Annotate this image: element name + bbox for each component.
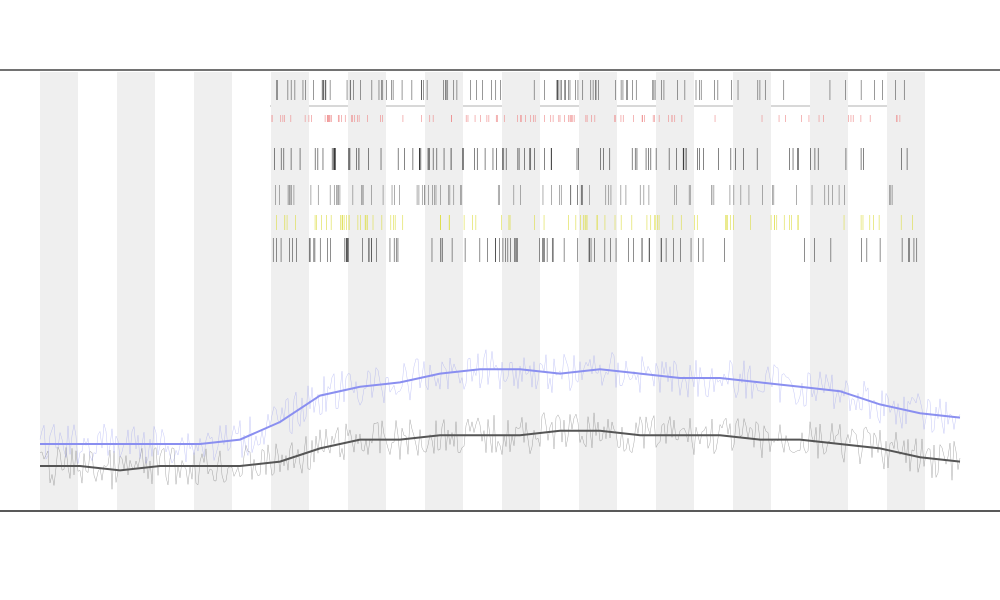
band: [194, 72, 232, 510]
band: [502, 72, 540, 510]
band: [117, 72, 155, 510]
band: [271, 72, 309, 510]
event-ticks: [271, 80, 918, 262]
bands: [40, 72, 925, 510]
band: [579, 72, 617, 510]
series-line: [40, 429, 961, 472]
series: [39, 349, 961, 490]
series-noise: [39, 411, 961, 490]
band: [810, 72, 848, 510]
series-line: [40, 368, 961, 445]
band: [656, 72, 694, 510]
band: [887, 72, 925, 510]
series-noise: [39, 349, 961, 464]
band: [733, 72, 771, 510]
band: [348, 72, 386, 510]
